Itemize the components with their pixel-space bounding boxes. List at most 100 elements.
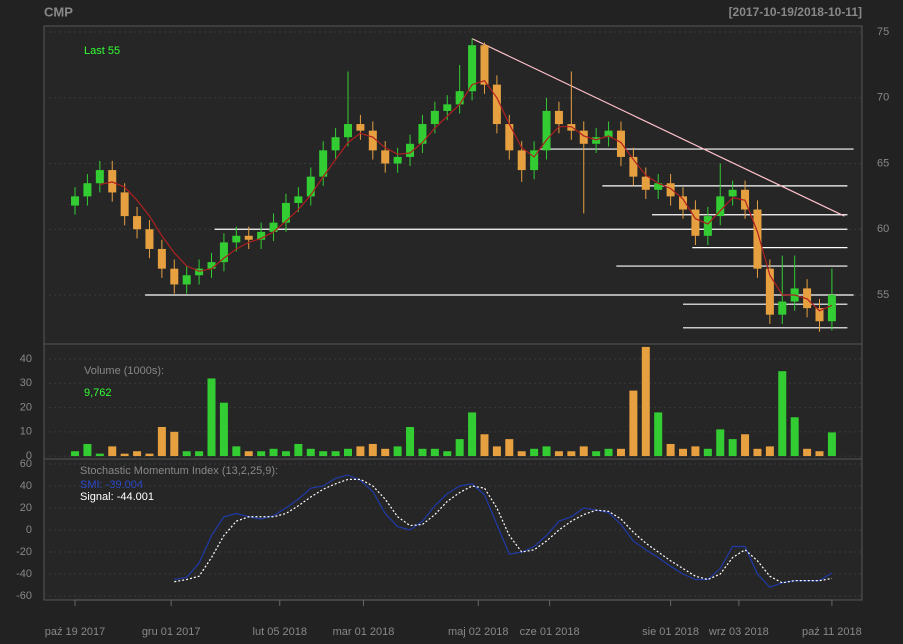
volume-bar (579, 446, 588, 457)
candle-body (71, 196, 80, 206)
volume-bar (269, 448, 278, 457)
volume-bar (331, 451, 340, 457)
candle-body (244, 235, 253, 240)
volume-bar (356, 446, 365, 457)
volume-bar (83, 443, 92, 457)
y-tick-label: -40 (16, 568, 32, 580)
candle-body (443, 104, 452, 111)
volume-bar (641, 346, 650, 457)
candle-body (406, 143, 415, 157)
candle-body (629, 156, 638, 177)
candle-body (604, 130, 613, 138)
volume-bar (182, 451, 191, 457)
candle-body (542, 110, 551, 151)
candle-body (641, 176, 650, 190)
volume-bar (120, 453, 129, 457)
candle-body (741, 189, 750, 210)
candle-body (381, 150, 390, 164)
y-tick-label: 55 (877, 289, 889, 301)
candle-body (145, 229, 154, 249)
last-price: Last 55 (84, 45, 120, 57)
volume-bar (616, 448, 625, 457)
candle-body (418, 124, 427, 144)
signal-last: Signal: -44.001 (80, 491, 154, 503)
x-tick-label: cze 01 2018 (520, 626, 580, 638)
signal-line (174, 478, 833, 584)
volume-bar (629, 390, 638, 457)
volume-bar (133, 451, 142, 457)
x-tick-label: mar 01 2018 (333, 626, 395, 638)
volume-bar (257, 451, 266, 457)
candle-body (703, 216, 712, 236)
candle-body (803, 288, 812, 309)
volume-bar (219, 402, 228, 457)
volume-bar (542, 446, 551, 457)
candle-body (492, 84, 501, 125)
candle-body (281, 202, 290, 223)
candle-body (592, 137, 601, 144)
candle-body (393, 156, 402, 164)
candle-body (294, 196, 303, 203)
candle-body (170, 268, 179, 285)
candle-body (207, 262, 216, 269)
volume-bar (666, 443, 675, 457)
candle-body (343, 124, 352, 138)
candle-body (319, 150, 328, 177)
volume-bar (95, 453, 104, 457)
candle-body (679, 196, 688, 210)
candle-body (666, 183, 675, 197)
volume-bar (654, 412, 663, 457)
candle-body (468, 45, 477, 92)
volume-bar (815, 451, 824, 457)
candle-body (579, 130, 588, 144)
x-tick-label: sie 01 2018 (642, 626, 699, 638)
date-range: [2017-10-19/2018-10-11] (729, 5, 862, 19)
volume-bar (232, 446, 241, 457)
x-tick-label: maj 02 2018 (448, 626, 509, 638)
y-tick-label: 40 (20, 480, 32, 492)
volume-bar (592, 451, 601, 457)
candle-body (182, 275, 191, 285)
candle-body (728, 189, 737, 197)
x-tick-label: lut 05 2018 (253, 626, 307, 638)
volume-bar (604, 448, 613, 457)
volume-bar (418, 448, 427, 457)
volume-bar (517, 451, 526, 457)
trend-line (471, 38, 845, 217)
volume-bar (368, 443, 377, 457)
candle-body (480, 45, 489, 85)
volume-bar (244, 451, 253, 457)
volume-bar (108, 446, 117, 457)
volume-bar (778, 371, 787, 457)
y-tick-label: 0 (26, 524, 32, 536)
candle-body (356, 124, 365, 131)
volume-title: Volume (1000s): (84, 365, 164, 377)
y-tick-label: 60 (877, 223, 889, 235)
candle-body (108, 170, 117, 193)
volume-bar (443, 451, 452, 457)
volume-bar (406, 426, 415, 457)
candle-body (654, 183, 663, 190)
x-tick-label: gru 01 2017 (142, 626, 201, 638)
y-tick-label: -20 (16, 546, 32, 558)
volume-bar (728, 439, 737, 457)
volume-bar (480, 434, 489, 457)
chart-title: CMP (44, 4, 73, 19)
candle-body (232, 235, 241, 243)
volume-bar (145, 453, 154, 457)
y-tick-label: -60 (16, 590, 32, 602)
y-tick-label: 0 (26, 450, 32, 462)
volume-bar (765, 446, 774, 457)
x-tick-label: wrz 03 2018 (708, 626, 769, 638)
smi-title: Stochastic Momentum Index (13,2,25,9): (80, 465, 278, 477)
volume-bar (281, 451, 290, 457)
candle-body (517, 150, 526, 171)
candle-body (195, 268, 204, 276)
y-tick-label: 10 (20, 426, 32, 438)
x-tick-label: paź 11 2018 (802, 626, 862, 638)
y-tick-label: 75 (877, 26, 889, 38)
volume-bar (703, 448, 712, 457)
candle-body (430, 110, 439, 125)
candle-body (765, 268, 774, 315)
